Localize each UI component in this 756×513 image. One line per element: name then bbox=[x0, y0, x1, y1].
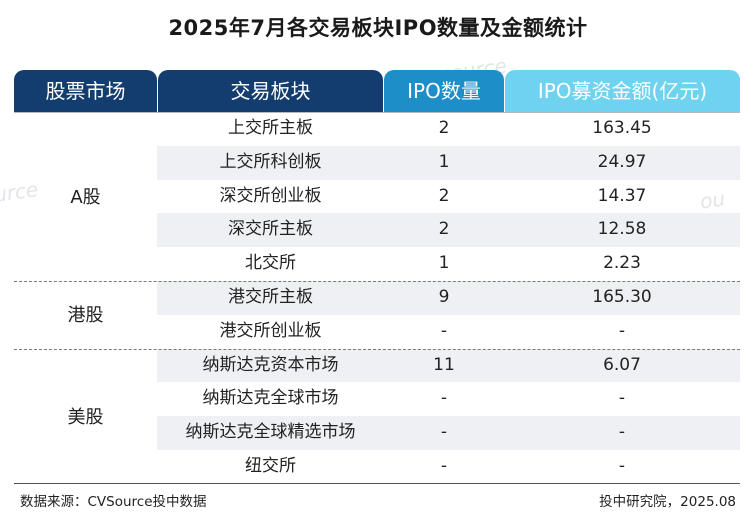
count-cell: 9 bbox=[438, 287, 450, 307]
board-cell: 深交所主板 bbox=[228, 219, 313, 240]
amount-cell: 163.45 bbox=[592, 118, 652, 138]
board-cell: 港交所主板 bbox=[228, 287, 313, 307]
board-cell: 纳斯达克资本市场 bbox=[202, 354, 339, 375]
count-cell: - bbox=[440, 456, 448, 476]
table-row: 深交所创业板 2 14.37 bbox=[157, 180, 740, 214]
board-cell: 上交所主板 bbox=[228, 118, 313, 138]
count-cell: 1 bbox=[438, 253, 450, 274]
table-row: 北交所 1 2.23 bbox=[157, 247, 740, 281]
header-market: 股票市场 bbox=[14, 70, 157, 112]
table-row: 纽交所 - - bbox=[157, 450, 740, 484]
credit-line: 投中研究院，2025.08 bbox=[599, 494, 736, 510]
market-label-us-share: 美股 bbox=[67, 407, 104, 428]
amount-cell: 6.07 bbox=[603, 354, 641, 375]
board-cell: 深交所创业板 bbox=[219, 185, 322, 206]
board-cell: 纽交所 bbox=[245, 456, 296, 476]
amount-cell: - bbox=[618, 422, 626, 443]
market-label-hk-share: 港股 bbox=[67, 305, 104, 326]
table-row: 港交所主板 9 165.30 bbox=[157, 281, 740, 315]
table-row: 纳斯达克资本市场 11 6.07 bbox=[157, 348, 740, 383]
amount-cell: 165.30 bbox=[592, 287, 652, 307]
amount-cell: 12.58 bbox=[597, 219, 647, 240]
board-cell: 港交所创业板 bbox=[219, 320, 322, 341]
table-row: 深交所主板 2 12.58 bbox=[157, 213, 740, 248]
count-cell: 2 bbox=[438, 118, 450, 138]
data-source: 数据来源：CVSource投中数据 bbox=[20, 494, 207, 510]
board-cell: 北交所 bbox=[245, 253, 296, 274]
count-cell: - bbox=[440, 388, 448, 409]
count-cell: 11 bbox=[433, 354, 455, 375]
board-cell: 上交所科创板 bbox=[219, 151, 322, 172]
market-label-a-share: A股 bbox=[70, 187, 101, 208]
header-ipo-count: IPO数量 bbox=[384, 70, 504, 112]
count-cell: 2 bbox=[438, 185, 450, 206]
amount-cell: - bbox=[618, 456, 626, 476]
amount-cell: 24.97 bbox=[597, 151, 647, 172]
table-row: 纳斯达克全球精选市场 - - bbox=[157, 416, 740, 450]
amount-cell: 14.37 bbox=[597, 185, 647, 206]
count-cell: 1 bbox=[438, 151, 450, 172]
page-title: 2025年7月各交易板块IPO数量及金额统计 bbox=[168, 16, 588, 40]
table-row: 港交所创业板 - - bbox=[157, 315, 740, 349]
header-board: 交易板块 bbox=[158, 70, 383, 112]
table-row: 上交所科创板 1 24.97 bbox=[157, 145, 740, 180]
market-divider bbox=[14, 348, 740, 350]
amount-cell: - bbox=[618, 388, 626, 409]
count-cell: 2 bbox=[438, 219, 450, 240]
header-ipo-amount: IPO募资金额(亿元) bbox=[505, 70, 740, 112]
board-cell: 纳斯达克全球精选市场 bbox=[185, 422, 356, 443]
amount-cell: 2.23 bbox=[603, 253, 641, 274]
table-row: 纳斯达克全球市场 - - bbox=[157, 382, 740, 416]
table-bottom-line bbox=[14, 483, 740, 484]
amount-cell: - bbox=[618, 320, 626, 341]
header-divider bbox=[14, 112, 740, 113]
table-row: 上交所主板 2 163.45 bbox=[157, 112, 740, 146]
board-cell: 纳斯达克全球市场 bbox=[202, 388, 339, 409]
count-cell: - bbox=[440, 320, 448, 341]
count-cell: - bbox=[440, 422, 448, 443]
market-divider bbox=[14, 281, 740, 282]
